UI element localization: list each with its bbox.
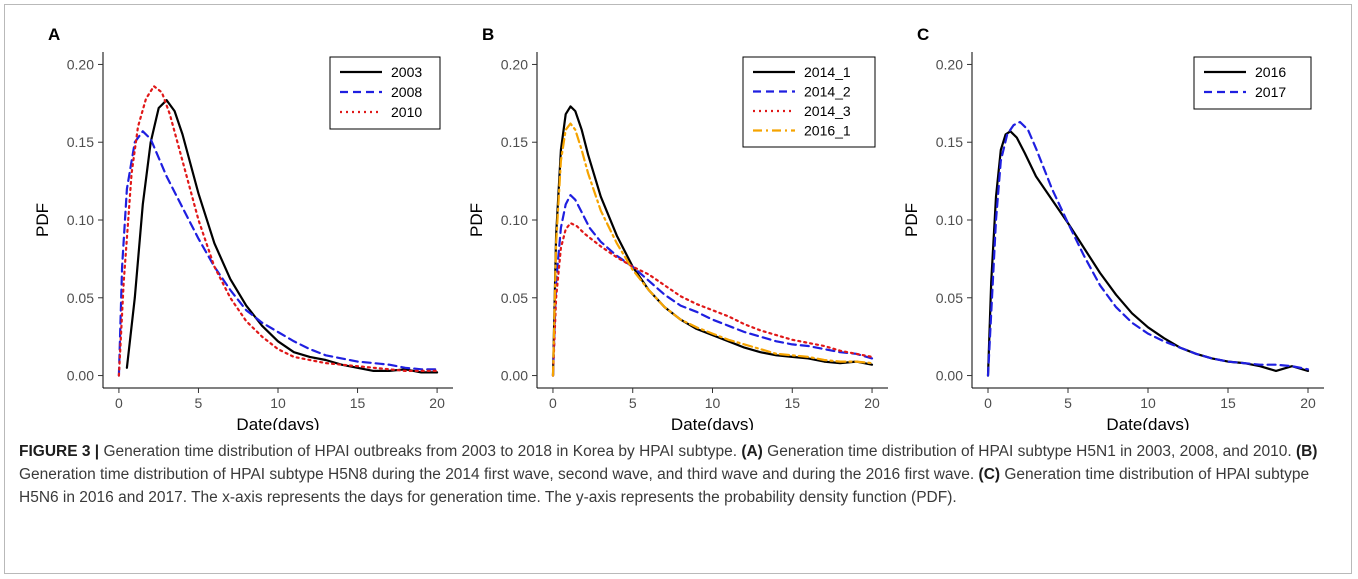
x-tick-label: 5 bbox=[629, 395, 637, 411]
y-tick-label: 0.15 bbox=[936, 134, 963, 150]
y-tick-label: 0.10 bbox=[936, 212, 963, 228]
legend: 2003 2008 2010 bbox=[329, 56, 441, 130]
x-tick-label: 0 bbox=[549, 395, 557, 411]
figure-caption: FIGURE 3 | Generation time distribution … bbox=[19, 440, 1339, 509]
x-tick-label: 0 bbox=[984, 395, 992, 411]
series-line-2016_1 bbox=[551, 122, 874, 377]
x-axis-label: Date(days) bbox=[236, 415, 319, 430]
panel-b: B 0 5 10 15 20 0.00 0.05 0.10 0.15 0.20 Date(days) P… bbox=[467, 25, 888, 430]
series-line-2010 bbox=[117, 85, 439, 377]
y-tick-label: 0.15 bbox=[501, 134, 528, 150]
x-tick-label: 10 bbox=[705, 395, 721, 411]
legend-entry-label: 2017 bbox=[1255, 84, 1286, 100]
legend-entry-label: 2014_3 bbox=[804, 103, 851, 119]
panel-label: B bbox=[482, 25, 494, 44]
x-tick-label: 5 bbox=[1064, 395, 1072, 411]
legend: 2016 2017 bbox=[1193, 56, 1312, 110]
legend-box bbox=[1193, 56, 1312, 110]
y-axis-label: PDF bbox=[467, 203, 486, 237]
y-tick-label: 0.20 bbox=[67, 56, 94, 72]
y-axis-label: PDF bbox=[902, 203, 921, 237]
legend-entry-label: 2014_1 bbox=[804, 64, 851, 80]
caption-part-a-text: Generation time distribution of HPAI sub… bbox=[767, 443, 1292, 460]
y-tick-label: 0.05 bbox=[501, 290, 528, 306]
y-tick-label: 0.00 bbox=[67, 368, 94, 384]
y-tick-label: 0.05 bbox=[67, 290, 94, 306]
x-tick-label: 20 bbox=[1300, 395, 1316, 411]
figure-container bbox=[4, 4, 1352, 574]
x-tick-label: 20 bbox=[429, 395, 445, 411]
caption-figure-label: FIGURE 3 bbox=[19, 443, 91, 460]
caption-part-b-label: (B) bbox=[1295, 443, 1318, 460]
y-tick-label: 0.00 bbox=[501, 368, 528, 384]
x-tick-label: 5 bbox=[195, 395, 203, 411]
caption-part-c-label: (C) bbox=[978, 466, 1001, 483]
caption-separator: | bbox=[94, 443, 100, 460]
legend-box bbox=[329, 56, 441, 130]
legend-entry-label: 2010 bbox=[391, 104, 422, 120]
legend: 2014_1 2014_2 2014_3 2016_1 bbox=[742, 56, 876, 148]
series-line-2014_3 bbox=[551, 222, 874, 377]
caption-part-a-label: (A) bbox=[741, 443, 763, 460]
series-line-2016 bbox=[986, 130, 1310, 377]
series-line-2003 bbox=[125, 99, 439, 374]
panel-label: C bbox=[917, 25, 929, 44]
x-tick-label: 10 bbox=[1140, 395, 1156, 411]
y-tick-label: 0.20 bbox=[501, 56, 528, 72]
y-tick-label: 0.00 bbox=[936, 368, 963, 384]
x-axis-label: Date(days) bbox=[671, 415, 754, 430]
y-tick-label: 0.10 bbox=[67, 212, 94, 228]
series-line-2014_1 bbox=[551, 105, 874, 377]
series-line-2014_2 bbox=[551, 194, 874, 377]
x-axis-label: Date(days) bbox=[1106, 415, 1189, 430]
legend-entry-label: 2008 bbox=[391, 84, 422, 100]
y-tick-label: 0.05 bbox=[936, 290, 963, 306]
caption-intro: Generation time distribution of HPAI out… bbox=[103, 443, 738, 460]
panel-c: C 0 5 10 15 20 0.00 0.05 0.10 0.15 0.20 Date(days) P… bbox=[902, 25, 1324, 430]
series-line-2017 bbox=[986, 120, 1310, 377]
caption-part-c-text: Generation time distribution of HPAI sub… bbox=[19, 466, 1310, 506]
x-tick-label: 10 bbox=[270, 395, 286, 411]
x-tick-label: 15 bbox=[1220, 395, 1236, 411]
x-tick-label: 15 bbox=[350, 395, 366, 411]
series-line-2008 bbox=[117, 130, 439, 377]
x-tick-label: 20 bbox=[864, 395, 880, 411]
caption-part-b-text: Generation time distribution of HPAI sub… bbox=[19, 466, 975, 483]
y-tick-label: 0.10 bbox=[501, 212, 528, 228]
y-tick-label: 0.20 bbox=[936, 56, 963, 72]
y-tick-label: 0.15 bbox=[67, 134, 94, 150]
legend-entry-label: 2016_1 bbox=[804, 123, 851, 139]
legend-entry-label: 2016 bbox=[1255, 64, 1286, 80]
legend-entry-label: 2014_2 bbox=[804, 84, 851, 100]
legend-entry-label: 2003 bbox=[391, 64, 422, 80]
panel-a: A 0 5 10 15 20 0.00 0.05 0.10 0.15 0.20 Date(days) P… bbox=[33, 25, 453, 430]
x-tick-label: 0 bbox=[115, 395, 123, 411]
y-axis-label: PDF bbox=[33, 203, 52, 237]
x-tick-label: 15 bbox=[784, 395, 800, 411]
panel-label: A bbox=[48, 25, 60, 44]
figure-panels: A 0 5 10 15 20 0.00 0.05 0.10 0.15 0.20 Date(days) P… bbox=[33, 25, 1324, 430]
